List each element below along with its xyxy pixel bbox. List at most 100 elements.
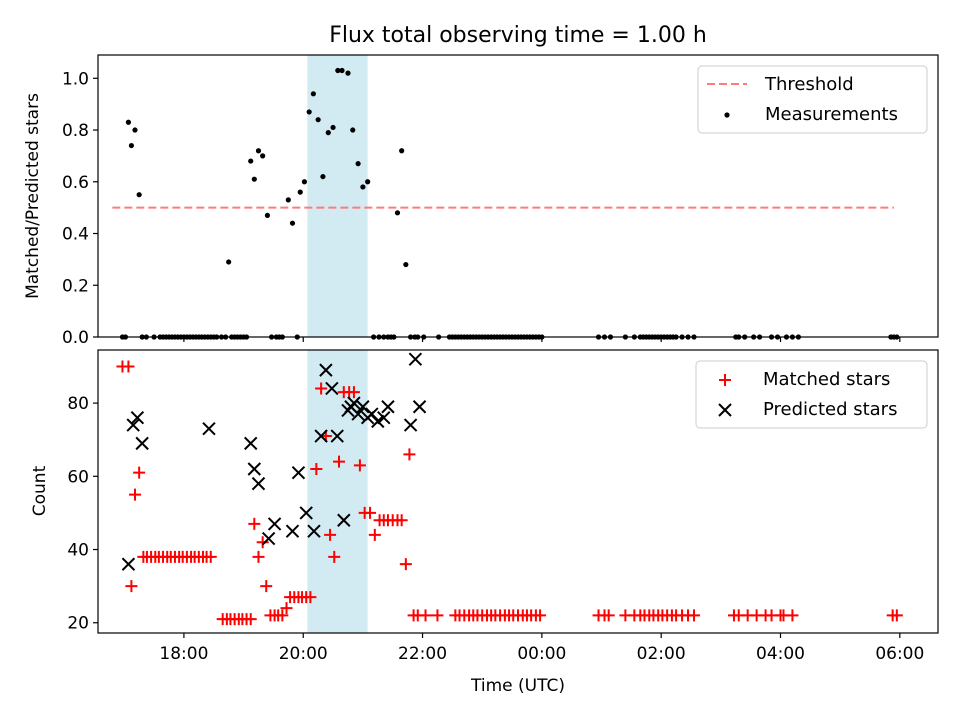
top-y-tick-label: 0.2 [62, 276, 89, 296]
x-axis-label: Time (UTC) [470, 676, 565, 696]
predicted-point [126, 418, 140, 432]
top-y-axis: 0.0 0.2 0.4 0.6 0.8 1.0 [62, 69, 98, 348]
predicted-point [251, 476, 266, 491]
matched-point [353, 459, 366, 472]
predicted-point [267, 517, 282, 531]
predicted-point [412, 400, 427, 414]
measurements-legend-label: Measurements [765, 104, 898, 125]
bottom-legend: Matched stars Predicted stars [695, 360, 928, 429]
matched-point [364, 506, 377, 519]
measurement-point [394, 210, 401, 216]
bottom-y-axis-label: Count [30, 465, 50, 516]
predicted-point [408, 352, 423, 366]
measurement-point [251, 176, 257, 182]
matched-point [133, 466, 146, 479]
matched-point [256, 536, 269, 549]
measurement-point [301, 179, 308, 185]
measurement-point [285, 197, 291, 203]
measurement-point [136, 192, 142, 198]
measurement-point [355, 161, 361, 167]
bottom-y-tick-label: 40 [67, 541, 89, 561]
matched-point [534, 609, 547, 622]
measurement-point [330, 124, 336, 131]
matched-point [368, 528, 381, 541]
measurement-point [325, 130, 331, 136]
predicted-legend-label: Predicted stars [763, 399, 897, 420]
top-y-axis-label: Matched/Predicted stars [23, 93, 43, 299]
measurement-point [335, 67, 341, 74]
matched-point [328, 550, 341, 563]
matched-point [252, 550, 265, 563]
matched-point [431, 609, 444, 622]
bottom-y-tick-label: 20 [67, 614, 89, 634]
predicted-point [330, 429, 344, 443]
top-shaded-interval [307, 55, 368, 337]
measurement-point [310, 91, 316, 97]
x-tick-label: 02:00 [637, 644, 686, 664]
predicted-point [202, 422, 216, 436]
top-y-tick-label: 0.6 [62, 173, 89, 193]
measurement-point [350, 127, 356, 133]
predicted-point [319, 363, 333, 377]
matched-point [125, 580, 138, 593]
top-plot-frame [97, 54, 939, 338]
predicted-point [261, 531, 276, 546]
bottom-shaded-interval [307, 350, 368, 633]
predicted-point [247, 462, 262, 476]
predicted-point [314, 429, 328, 443]
bottom-y-tick-label: 80 [67, 394, 89, 414]
matched-legend-label: Matched stars [763, 369, 890, 390]
bottom-plot-frame [97, 349, 939, 634]
matched-series [116, 360, 903, 626]
x-tick-label: 22:00 [398, 644, 447, 664]
top-panel: 0.0 0.2 0.4 0.6 0.8 1.0 Matched/Predicted sta… [23, 54, 939, 348]
measurement-point [289, 220, 296, 226]
bottom-legend-box [695, 360, 928, 429]
matched-point [128, 488, 141, 501]
measurement-point [132, 127, 138, 133]
matched-point [399, 558, 412, 571]
matched-point [324, 528, 337, 541]
measurement-point [226, 259, 232, 265]
matched-point [304, 591, 317, 604]
top-y-tick-label: 0.4 [62, 225, 89, 245]
matched-point [260, 580, 273, 593]
bottom-panel: 20 40 60 80 18:00 20:00 22:00 00:00 02:00 04:00 0… [30, 349, 939, 696]
matched-point [333, 455, 346, 468]
chart-title: Flux total observing time = 1.00 h [329, 23, 707, 48]
measurement-point [297, 189, 303, 195]
predicted-point [337, 513, 351, 527]
predicted-point [299, 506, 313, 520]
measurement-point [255, 148, 262, 154]
predicted-point [347, 396, 361, 410]
matched-point [248, 517, 261, 530]
top-legend-box [697, 65, 928, 134]
measurement-point [403, 261, 409, 268]
matched-point [315, 382, 328, 395]
matched-point [280, 602, 293, 615]
bottom-y-tick-label: 60 [67, 467, 89, 487]
top-y-tick-label: 0.0 [62, 328, 89, 348]
top-x-ticks [183, 337, 901, 342]
measurement-point [345, 70, 351, 76]
matched-legend-swatch [719, 374, 731, 386]
threshold-legend-label: Threshold [764, 74, 854, 95]
predicted-point [377, 411, 391, 425]
measurement-point [365, 179, 371, 185]
predicted-point [356, 400, 370, 414]
x-tick-label: 20:00 [279, 644, 328, 664]
x-tick-label: 00:00 [517, 644, 566, 664]
matched-point [347, 386, 360, 399]
measurement-point [260, 153, 266, 159]
measurement-point [320, 173, 326, 180]
matched-point [276, 609, 289, 622]
predicted-legend-swatch [718, 403, 732, 417]
predicted-point [291, 465, 306, 480]
top-legend: Threshold Measurements [697, 65, 928, 134]
predicted-point [285, 524, 300, 538]
measurements-legend-swatch [724, 112, 730, 118]
measurement-point [125, 119, 132, 125]
matched-point [204, 550, 217, 563]
x-tick-label: 18:00 [159, 644, 208, 664]
